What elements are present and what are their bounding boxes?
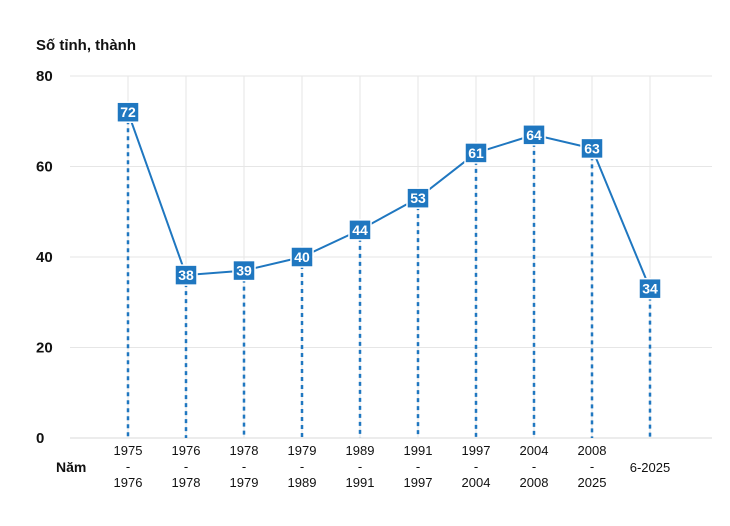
data-point: 38 (174, 264, 198, 286)
x-tick-label: 1997-2004 (462, 443, 491, 490)
x-tick-line: - (126, 459, 130, 474)
x-axis-title: Năm (56, 459, 86, 475)
x-tick-line: 6-2025 (630, 460, 670, 475)
data-label: 72 (120, 104, 136, 120)
data-point: 34 (638, 277, 662, 300)
data-point: 64 (522, 124, 546, 146)
data-label: 63 (584, 140, 600, 156)
x-tick-label: 1975-1976 (114, 443, 143, 490)
y-tick-label: 0 (36, 430, 44, 447)
data-point: 44 (348, 219, 372, 241)
x-tick-line: 1991 (404, 443, 433, 458)
data-label: 40 (294, 249, 310, 265)
data-marker (290, 246, 314, 268)
data-point: 53 (406, 187, 430, 209)
data-point: 61 (464, 142, 488, 164)
x-tick-label: 1978-1979 (230, 443, 259, 490)
data-labels: 72 38 39 40 44 53 61 64 63 34 (116, 101, 662, 300)
data-label: 44 (352, 222, 368, 238)
x-tick-line: 1997 (462, 443, 491, 458)
y-tick-label: 40 (36, 249, 53, 266)
x-tick-line: - (358, 459, 362, 474)
x-tick-label: 1979-1989 (288, 443, 317, 490)
data-marker (116, 101, 140, 123)
y-axis-title: Số tỉnh, thành (36, 37, 136, 54)
data-label: 64 (526, 127, 542, 143)
x-tick-line: 1976 (172, 443, 201, 458)
series-line (127, 111, 651, 290)
x-tick-line: 1979 (230, 475, 259, 490)
x-tick-line: - (300, 459, 304, 474)
y-tick-label: 60 (36, 159, 53, 176)
x-tick-line: - (474, 459, 478, 474)
x-tick-label: 1991-1997 (404, 443, 433, 490)
x-tick-line: 2025 (578, 475, 607, 490)
data-point: 40 (290, 246, 314, 268)
data-marker (464, 142, 488, 164)
x-tick-line: 1978 (172, 475, 201, 490)
x-tick-line: 1997 (404, 475, 433, 490)
data-marker (348, 219, 372, 241)
data-marker (638, 277, 662, 300)
x-tick-label: 2004-2008 (520, 443, 549, 490)
data-label: 38 (178, 267, 194, 283)
data-label: 53 (410, 190, 426, 206)
data-label: 39 (236, 263, 252, 279)
y-tick-label: 80 (36, 68, 53, 85)
x-tick-label: 2008-2025 (578, 443, 607, 490)
x-tick-line: 2008 (520, 475, 549, 490)
x-tick-label: 1976-1978 (172, 443, 201, 490)
data-point: 72 (116, 101, 140, 123)
x-tick-line: 1979 (288, 443, 317, 458)
x-tick-line: - (590, 459, 594, 474)
x-tick-line: 1991 (346, 475, 375, 490)
data-marker (174, 264, 198, 286)
x-tick-line: - (242, 459, 246, 474)
data-marker (522, 124, 546, 146)
drop-lines (126, 112, 652, 438)
x-tick-line: 1978 (230, 443, 259, 458)
x-tick-line: - (416, 459, 420, 474)
data-label: 34 (642, 281, 658, 297)
x-tick-line: 1976 (114, 475, 143, 490)
x-tick-line: 2004 (462, 475, 491, 490)
x-tick-line: - (532, 459, 536, 474)
x-tick-line: 1989 (288, 475, 317, 490)
x-tick-line: 2004 (520, 443, 549, 458)
grid (70, 75, 712, 439)
x-tick-line: 1975 (114, 443, 143, 458)
x-axis: 1975-19761976-19781978-19791979-19891989… (114, 443, 671, 490)
data-point: 39 (232, 259, 256, 282)
data-label: 61 (468, 145, 484, 161)
data-point: 63 (580, 137, 604, 160)
x-tick-line: - (184, 459, 188, 474)
data-marker (580, 137, 604, 160)
x-tick-line: 1989 (346, 443, 375, 458)
data-marker (232, 259, 256, 282)
y-axis: 0 20 40 60 80 (36, 68, 53, 447)
x-tick-line: 2008 (578, 443, 607, 458)
x-tick-label: 1989-1991 (346, 443, 375, 490)
x-tick-label: 6-2025 (630, 460, 670, 475)
y-tick-label: 20 (36, 340, 53, 357)
data-marker (406, 187, 430, 209)
